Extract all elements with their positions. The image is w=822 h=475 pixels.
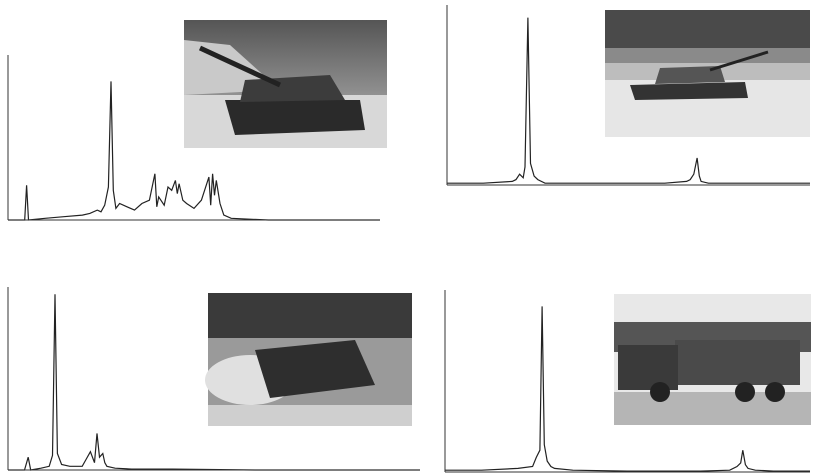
photo (184, 20, 387, 148)
page: (() => { const data = JSON.parse(documen… (0, 0, 822, 475)
photo (605, 10, 810, 137)
figure (0, 0, 822, 475)
photo (614, 294, 811, 425)
photo (205, 293, 412, 426)
